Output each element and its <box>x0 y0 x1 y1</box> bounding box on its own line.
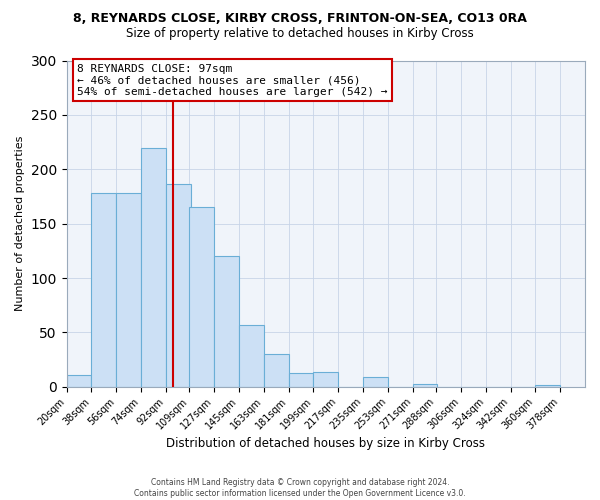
Bar <box>141 148 166 387</box>
Bar <box>413 384 437 387</box>
Bar <box>91 193 116 387</box>
Bar <box>166 184 191 387</box>
Bar <box>289 372 313 387</box>
Bar <box>239 325 264 387</box>
Bar <box>264 354 289 387</box>
Bar <box>67 375 91 387</box>
Bar <box>190 208 214 387</box>
Text: 8, REYNARDS CLOSE, KIRBY CROSS, FRINTON-ON-SEA, CO13 0RA: 8, REYNARDS CLOSE, KIRBY CROSS, FRINTON-… <box>73 12 527 26</box>
Text: Size of property relative to detached houses in Kirby Cross: Size of property relative to detached ho… <box>126 28 474 40</box>
Text: 8 REYNARDS CLOSE: 97sqm
← 46% of detached houses are smaller (456)
54% of semi-d: 8 REYNARDS CLOSE: 97sqm ← 46% of detache… <box>77 64 388 97</box>
Bar <box>116 193 141 387</box>
Bar <box>313 372 338 387</box>
X-axis label: Distribution of detached houses by size in Kirby Cross: Distribution of detached houses by size … <box>166 437 485 450</box>
Text: Contains HM Land Registry data © Crown copyright and database right 2024.
Contai: Contains HM Land Registry data © Crown c… <box>134 478 466 498</box>
Y-axis label: Number of detached properties: Number of detached properties <box>15 136 25 312</box>
Bar <box>535 384 560 387</box>
Bar <box>214 256 239 387</box>
Bar <box>363 377 388 387</box>
